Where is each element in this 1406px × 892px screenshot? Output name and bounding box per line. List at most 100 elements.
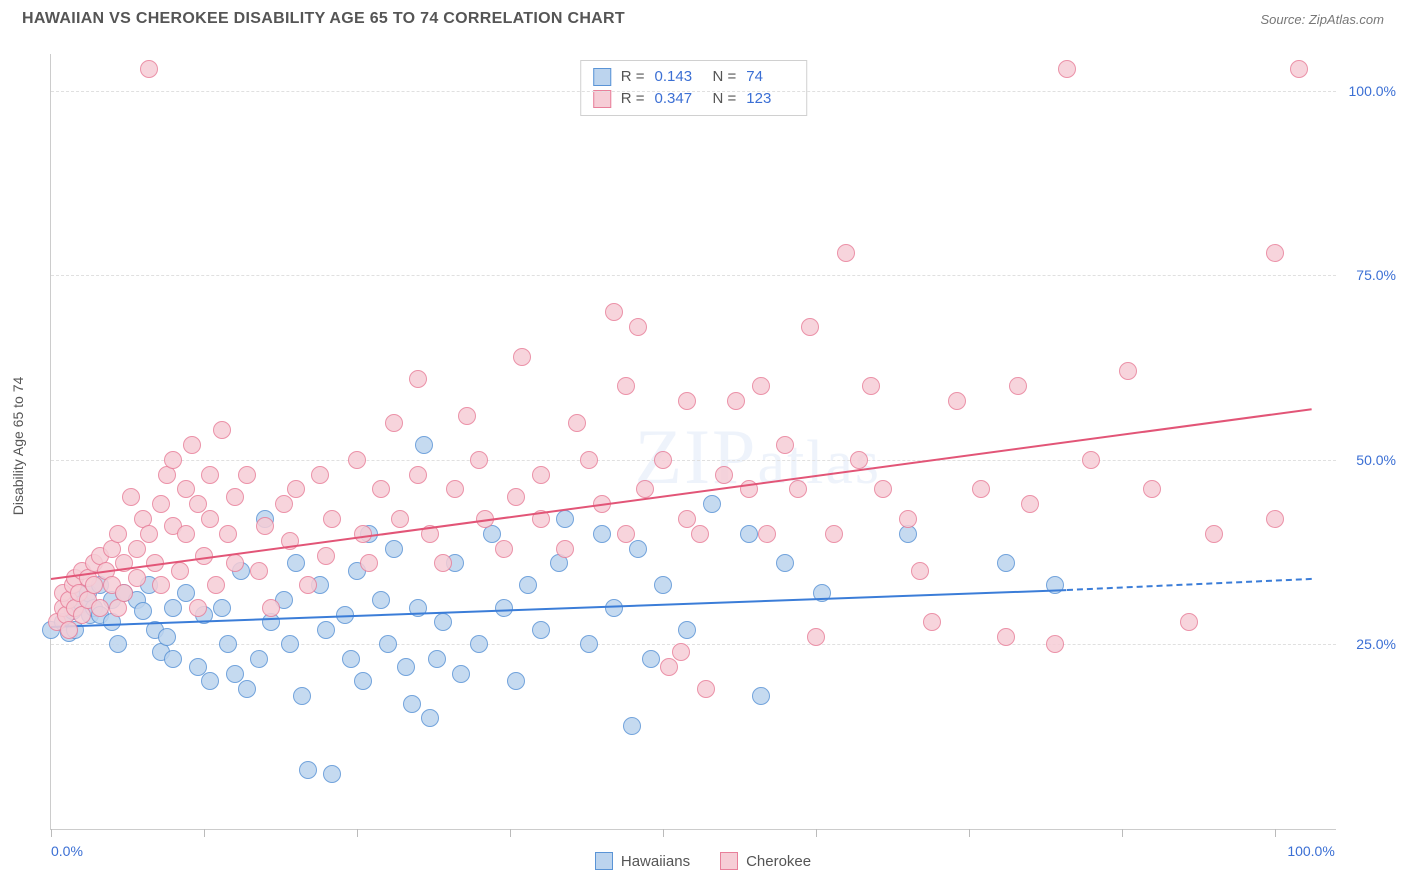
data-point xyxy=(752,687,770,705)
data-point xyxy=(446,480,464,498)
x-tick xyxy=(1275,829,1276,837)
data-point xyxy=(177,525,195,543)
chart-title: HAWAIIAN VS CHEROKEE DISABILITY AGE 65 T… xyxy=(22,10,625,28)
legend-swatch-cherokee xyxy=(593,90,611,108)
correlation-legend: R = 0.143 N = 74 R = 0.347 N = 123 xyxy=(580,60,808,116)
data-point xyxy=(317,547,335,565)
data-point xyxy=(91,599,109,617)
data-point xyxy=(776,436,794,454)
data-point xyxy=(158,628,176,646)
chart-header: HAWAIIAN VS CHEROKEE DISABILITY AGE 65 T… xyxy=(0,0,1406,36)
scatter-plot-area: ZIPatlas R = 0.143 N = 74 R = 0.347 N = … xyxy=(50,54,1336,830)
data-point xyxy=(134,602,152,620)
data-point xyxy=(354,672,372,690)
data-point xyxy=(617,525,635,543)
data-point xyxy=(219,525,237,543)
data-point xyxy=(1290,60,1308,78)
data-point xyxy=(617,377,635,395)
x-tick xyxy=(663,829,664,837)
data-point xyxy=(428,650,446,668)
data-point xyxy=(323,510,341,528)
x-tick xyxy=(510,829,511,837)
data-point xyxy=(568,414,586,432)
x-tick xyxy=(816,829,817,837)
data-point xyxy=(385,540,403,558)
data-point xyxy=(342,650,360,668)
data-point xyxy=(238,466,256,484)
data-point xyxy=(507,672,525,690)
data-point xyxy=(513,348,531,366)
data-point xyxy=(109,525,127,543)
data-point xyxy=(1082,451,1100,469)
data-point xyxy=(807,628,825,646)
data-point xyxy=(758,525,776,543)
data-point xyxy=(972,480,990,498)
data-point xyxy=(421,709,439,727)
data-point xyxy=(299,576,317,594)
y-tick-label: 75.0% xyxy=(1356,267,1396,283)
data-point xyxy=(507,488,525,506)
data-point xyxy=(409,370,427,388)
legend-item-cherokee: Cherokee xyxy=(720,852,811,870)
data-point xyxy=(171,562,189,580)
data-point xyxy=(115,584,133,602)
data-point xyxy=(703,495,721,513)
data-point xyxy=(727,392,745,410)
data-point xyxy=(360,554,378,572)
data-point xyxy=(250,562,268,580)
data-point xyxy=(164,451,182,469)
data-point xyxy=(1205,525,1223,543)
data-point xyxy=(415,436,433,454)
data-point xyxy=(201,510,219,528)
data-point xyxy=(60,621,78,639)
data-point xyxy=(152,495,170,513)
data-point xyxy=(899,510,917,528)
data-point xyxy=(923,613,941,631)
data-point xyxy=(874,480,892,498)
data-point xyxy=(434,613,452,631)
data-point xyxy=(636,480,654,498)
data-point xyxy=(262,599,280,617)
legend-swatch xyxy=(595,852,613,870)
y-tick-label: 50.0% xyxy=(1356,452,1396,468)
data-point xyxy=(372,591,390,609)
data-point xyxy=(948,392,966,410)
data-point xyxy=(458,407,476,425)
data-point xyxy=(862,377,880,395)
y-tick-label: 25.0% xyxy=(1356,636,1396,652)
data-point xyxy=(207,576,225,594)
legend-swatch-hawaiians xyxy=(593,68,611,86)
data-point xyxy=(825,525,843,543)
data-point xyxy=(287,554,305,572)
data-point xyxy=(183,436,201,454)
x-tick xyxy=(969,829,970,837)
data-point xyxy=(697,680,715,698)
data-point xyxy=(201,672,219,690)
data-point xyxy=(219,635,237,653)
data-point xyxy=(128,569,146,587)
data-point xyxy=(354,525,372,543)
data-point xyxy=(281,635,299,653)
data-point xyxy=(256,517,274,535)
data-point xyxy=(1266,244,1284,262)
data-point xyxy=(850,451,868,469)
data-point xyxy=(1143,480,1161,498)
data-point xyxy=(654,451,672,469)
data-point xyxy=(629,540,647,558)
series-legend: Hawaiians Cherokee xyxy=(0,852,1406,870)
data-point xyxy=(452,665,470,683)
data-point xyxy=(776,554,794,572)
data-point xyxy=(752,377,770,395)
data-point xyxy=(623,717,641,735)
data-point xyxy=(189,599,207,617)
data-point xyxy=(397,658,415,676)
data-point xyxy=(1266,510,1284,528)
data-point xyxy=(789,480,807,498)
data-point xyxy=(213,599,231,617)
data-point xyxy=(85,576,103,594)
data-point xyxy=(715,466,733,484)
data-point xyxy=(678,392,696,410)
data-point xyxy=(1058,60,1076,78)
data-point xyxy=(201,466,219,484)
data-point xyxy=(837,244,855,262)
